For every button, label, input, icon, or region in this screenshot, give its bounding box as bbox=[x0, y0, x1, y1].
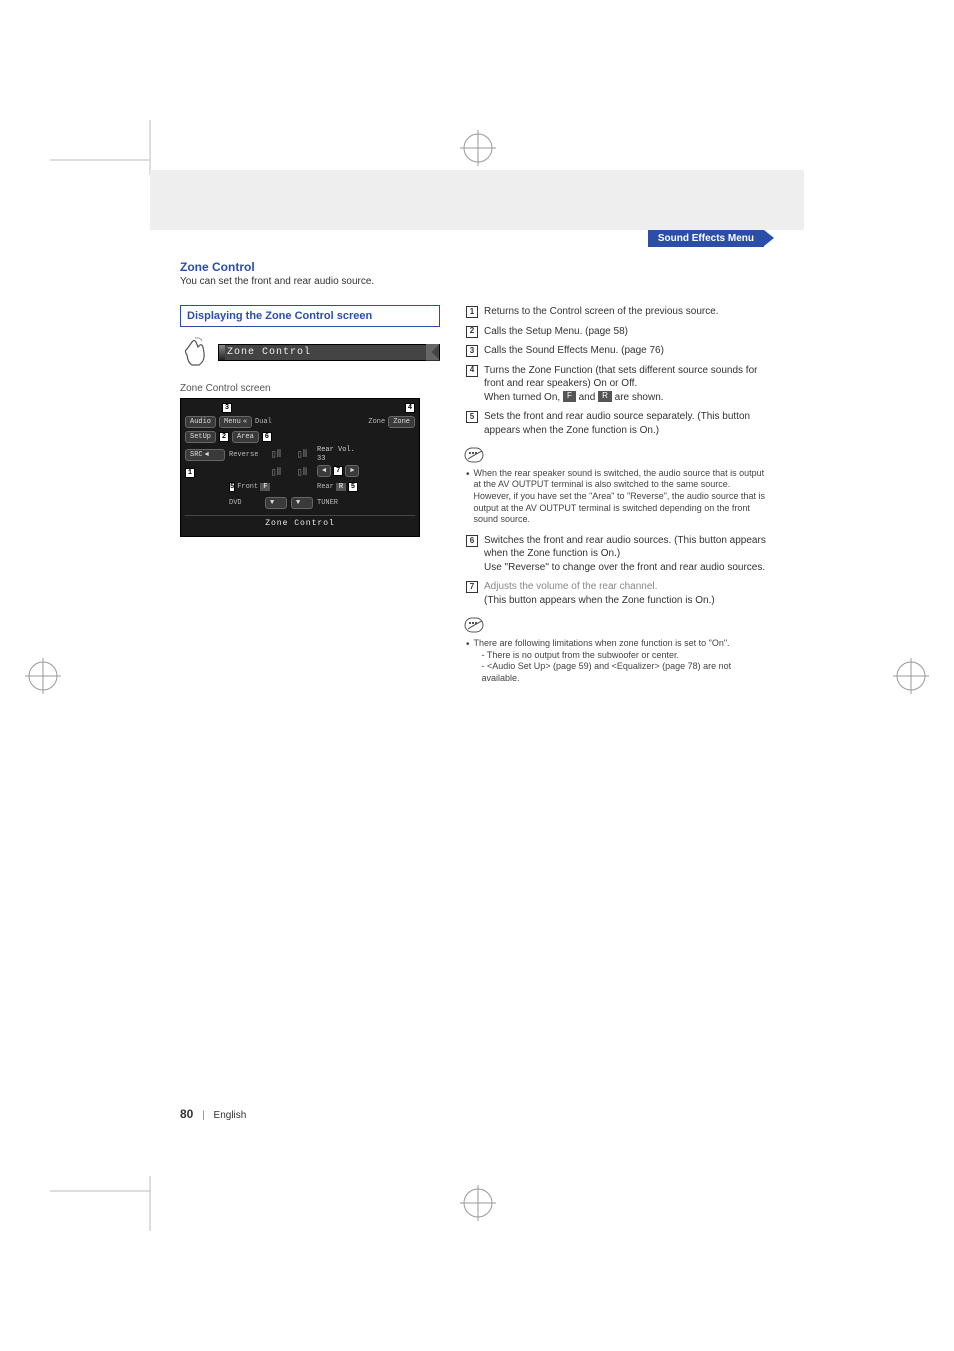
shot-vol-right[interactable]: ► bbox=[345, 465, 359, 477]
front-badge: F bbox=[260, 483, 270, 491]
page-number: 80 bbox=[180, 1107, 193, 1121]
num-7: 7 bbox=[466, 581, 478, 593]
desc-5: Sets the front and rear audio source sep… bbox=[484, 410, 766, 437]
touch-hand-icon bbox=[180, 335, 210, 369]
rear-badge: R bbox=[336, 483, 346, 491]
note-icon bbox=[464, 447, 484, 463]
zone-control-banner: Zone Control bbox=[218, 344, 440, 361]
crop-mark-top bbox=[460, 130, 496, 166]
shot-zone-button[interactable]: Zone bbox=[388, 416, 415, 428]
callout-3: 3 bbox=[222, 403, 232, 413]
footer-divider: | bbox=[202, 1110, 205, 1121]
desc-3: Calls the Sound Effects Menu. (page 76) bbox=[484, 344, 766, 358]
desc-7: Adjusts the volume of the rear channel. … bbox=[484, 580, 766, 607]
speaker-icon: ▯⦀ bbox=[265, 467, 287, 479]
callout-6: 6 bbox=[262, 432, 272, 442]
section-title: Zone Control bbox=[180, 260, 780, 274]
shot-footer: Zone Control bbox=[185, 515, 415, 528]
shot-rear-vol-value: 33 bbox=[317, 455, 325, 463]
shot-audio-button[interactable]: Audio bbox=[185, 416, 216, 428]
r-badge-inline: R bbox=[598, 391, 612, 402]
callout-4: 4 bbox=[405, 403, 415, 413]
note-icon bbox=[464, 617, 484, 633]
shot-down-b[interactable]: ▼ bbox=[291, 497, 313, 509]
num-5: 5 bbox=[466, 411, 478, 423]
margin-shade bbox=[150, 170, 804, 230]
shot-rear-vol-label: Rear Vol. bbox=[317, 446, 355, 454]
callout-7: 7 bbox=[333, 466, 343, 476]
note-2: There are following limitations when zon… bbox=[466, 638, 766, 685]
crop-mark-bottom bbox=[460, 1185, 496, 1221]
zone-control-screenshot: 3 4 Audio Menu« Dual Zone Zone SetUp bbox=[180, 398, 420, 537]
shot-tuner-label: TUNER bbox=[317, 499, 415, 507]
crop-mark-left bbox=[25, 658, 61, 694]
num-2: 2 bbox=[466, 326, 478, 338]
page-footer: 80 | English bbox=[180, 1107, 246, 1121]
callout-5b: 5 bbox=[348, 482, 358, 492]
num-3: 3 bbox=[466, 345, 478, 357]
speaker-icon: ▯⦀ bbox=[265, 449, 287, 461]
panel-title: Displaying the Zone Control screen bbox=[180, 305, 440, 327]
crop-mark-right bbox=[893, 658, 929, 694]
section-banner-label: Sound Effects Menu bbox=[648, 230, 764, 247]
banner-arrow-icon bbox=[764, 230, 774, 246]
shot-src-button[interactable]: SRC◄ bbox=[185, 449, 225, 461]
shot-zone-label: Zone bbox=[368, 418, 385, 426]
num-4: 4 bbox=[466, 365, 478, 377]
speaker-icon: ▯⦀ bbox=[291, 467, 313, 479]
section-banner: Sound Effects Menu bbox=[648, 230, 774, 246]
speaker-icon: ▯⦀ bbox=[291, 449, 313, 461]
desc-6: Switches the front and rear audio source… bbox=[484, 534, 766, 575]
shot-setup-button[interactable]: SetUp bbox=[185, 431, 216, 443]
callout-descriptions: 1 Returns to the Control screen of the pr… bbox=[466, 305, 766, 437]
shot-down-a[interactable]: ▼ bbox=[265, 497, 287, 509]
note-1: When the rear speaker sound is switched,… bbox=[466, 468, 766, 526]
page-language: English bbox=[214, 1110, 247, 1121]
shot-dvd-label: DVD bbox=[229, 499, 261, 507]
num-1: 1 bbox=[466, 306, 478, 318]
callout-2: 2 bbox=[219, 432, 229, 442]
callout-1: 1 bbox=[185, 468, 195, 478]
shot-area-button[interactable]: Area bbox=[232, 431, 259, 443]
desc-4: Turns the Zone Function (that sets diffe… bbox=[484, 364, 766, 405]
crop-tick-bl bbox=[50, 1171, 170, 1231]
shot-dual-label: Dual bbox=[255, 418, 272, 426]
shot-reverse-label: Reverse bbox=[229, 451, 261, 459]
shot-menu-button[interactable]: Menu« bbox=[219, 416, 252, 428]
num-6: 6 bbox=[466, 535, 478, 547]
shot-front-label: Front bbox=[237, 483, 258, 491]
manual-page: Sound Effects Menu Zone Control You can … bbox=[0, 0, 954, 1351]
screenshot-caption: Zone Control screen bbox=[180, 383, 440, 394]
f-badge-inline: F bbox=[563, 391, 576, 402]
shot-vol-left[interactable]: ◄ bbox=[317, 465, 331, 477]
desc-2: Calls the Setup Menu. (page 58) bbox=[484, 325, 766, 339]
desc-1: Returns to the Control screen of the pre… bbox=[484, 305, 766, 319]
section-subtitle: You can set the front and rear audio sou… bbox=[180, 276, 780, 287]
zone-control-banner-text: Zone Control bbox=[227, 347, 311, 358]
shot-rear-label: Rear bbox=[317, 483, 334, 491]
callout-5: 5 bbox=[229, 482, 235, 492]
